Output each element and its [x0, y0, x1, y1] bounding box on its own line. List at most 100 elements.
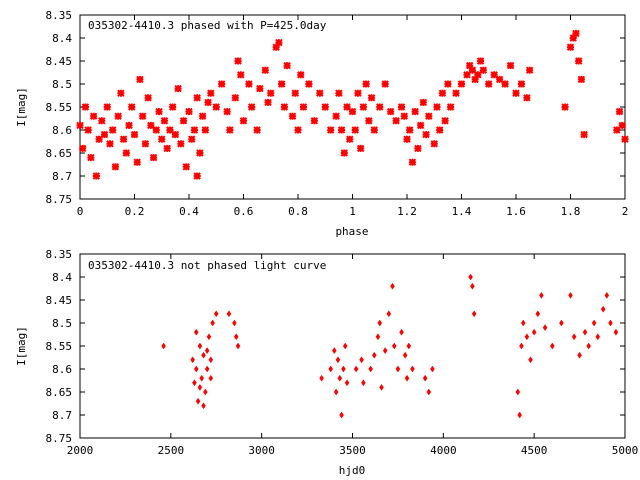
- data-point-phased: [111, 163, 120, 171]
- y-tick-label-unphased-2: 8.45: [46, 294, 73, 307]
- data-point-phased: [147, 121, 155, 130]
- data-point-unphased: [208, 356, 214, 364]
- data-point-phased: [566, 43, 575, 51]
- data-point-phased: [245, 80, 253, 88]
- data-point-unphased: [595, 333, 601, 341]
- x-tick-label-phased-2: 0.4: [179, 205, 199, 218]
- data-point-phased: [193, 94, 201, 102]
- x-tick-label-unphased-1: 2500: [158, 444, 185, 457]
- data-point-unphased: [524, 333, 530, 341]
- data-point-phased: [193, 172, 201, 180]
- data-point-phased: [525, 66, 534, 74]
- data-point-unphased: [375, 333, 381, 341]
- data-point-phased: [280, 103, 289, 111]
- x-tick-label-phased-0: 0: [77, 205, 84, 218]
- data-point-phased: [253, 126, 261, 134]
- x-tick-label-phased-1: 0.2: [125, 205, 145, 218]
- y-tick-label-unphased-3: 8.5: [52, 317, 72, 330]
- data-point-phased: [283, 61, 291, 70]
- data-point-unphased: [379, 383, 384, 391]
- data-point-phased: [264, 98, 272, 107]
- data-point-unphased: [192, 379, 197, 387]
- data-point-phased: [163, 144, 171, 153]
- data-point-phased: [444, 80, 452, 88]
- data-point-phased: [190, 126, 199, 134]
- data-point-phased: [179, 117, 188, 125]
- y-tick-label-phased-6: 8.65: [46, 147, 73, 160]
- data-point-phased: [523, 94, 531, 102]
- y-tick-label-phased-8: 8.75: [46, 193, 73, 206]
- data-point-phased: [267, 89, 275, 97]
- x-tick-label-phased-9: 1.8: [561, 205, 581, 218]
- data-point-phased: [149, 153, 158, 162]
- data-point-unphased: [195, 397, 201, 405]
- data-point-phased: [234, 57, 242, 65]
- data-point-unphased: [542, 324, 548, 332]
- data-point-unphased: [193, 328, 199, 336]
- data-point-unphased: [608, 319, 613, 327]
- data-point-phased: [348, 107, 357, 116]
- data-point-phased: [406, 126, 414, 134]
- data-point-phased: [316, 89, 324, 97]
- data-point-phased: [335, 89, 343, 97]
- data-point-phased: [217, 80, 226, 88]
- data-point-unphased: [382, 347, 388, 355]
- data-point-unphased: [586, 342, 591, 350]
- data-point-unphased: [206, 333, 212, 341]
- data-point-phased: [340, 149, 349, 157]
- data-point-phased: [580, 130, 588, 139]
- data-point-phased: [362, 80, 370, 88]
- data-point-phased: [435, 126, 444, 134]
- data-point-phased: [81, 103, 90, 111]
- y-tick-label-unphased-5: 8.6: [52, 363, 72, 376]
- data-point-phased: [621, 135, 629, 143]
- data-point-phased: [171, 130, 180, 139]
- y-tick-label-unphased-7: 8.7: [52, 409, 72, 422]
- data-point-phased: [261, 66, 270, 74]
- data-point-unphased: [193, 365, 199, 373]
- data-point-phased: [305, 80, 313, 88]
- data-point-phased: [416, 121, 425, 130]
- data-point-phased: [572, 29, 580, 38]
- data-point-unphased: [426, 388, 432, 396]
- data-point-phased: [231, 94, 240, 102]
- data-point-unphased: [197, 383, 203, 391]
- unphased-light-curve-panel: 035302-4410.3 not phased light curve hjd…: [15, 248, 638, 477]
- data-point-phased: [370, 126, 379, 134]
- data-point-phased: [400, 112, 408, 120]
- data-point-unphased: [591, 319, 597, 327]
- data-point-phased: [574, 57, 583, 65]
- data-point-unphased: [337, 374, 343, 382]
- data-point-phased: [411, 107, 419, 116]
- data-point-unphased: [531, 328, 537, 336]
- data-point-phased: [425, 112, 433, 120]
- data-point-unphased: [404, 374, 410, 382]
- data-point-phased: [125, 121, 133, 130]
- data-point-phased: [76, 121, 84, 130]
- data-point-unphased: [190, 356, 195, 364]
- data-point-unphased: [213, 310, 219, 318]
- data-point-unphased: [391, 342, 397, 350]
- data-point-phased: [299, 103, 308, 111]
- data-point-phased: [277, 80, 286, 88]
- data-point-unphased: [342, 342, 348, 350]
- data-point-phased: [501, 80, 509, 88]
- data-point-phased: [133, 158, 141, 166]
- data-point-unphased: [199, 374, 205, 382]
- data-point-phased: [130, 130, 139, 139]
- data-point-phased: [506, 61, 515, 70]
- data-point-unphased: [515, 388, 521, 396]
- data-point-unphased: [335, 356, 341, 364]
- data-point-phased: [561, 103, 569, 111]
- data-point-unphased: [161, 342, 166, 350]
- data-point-phased: [168, 103, 177, 111]
- data-point-phased: [386, 107, 395, 116]
- x-tick-label-phased-3: 0.6: [234, 205, 254, 218]
- data-point-phased: [359, 103, 368, 111]
- data-point-phased: [247, 103, 256, 111]
- data-point-phased: [346, 135, 354, 143]
- y-tick-label-phased-1: 8.4: [52, 32, 72, 45]
- data-point-phased: [354, 89, 362, 97]
- data-point-unphased: [571, 333, 577, 341]
- data-point-phased: [119, 135, 128, 143]
